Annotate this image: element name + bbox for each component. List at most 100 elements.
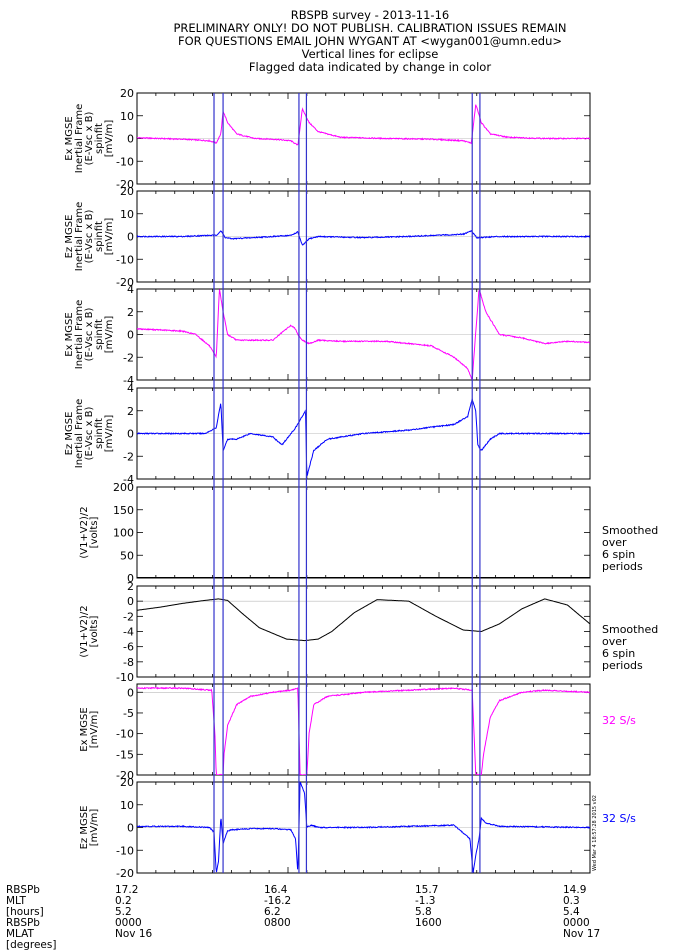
y-tick-label: -20 xyxy=(116,178,134,191)
xcol-3-mlat: 5.8 xyxy=(415,906,432,918)
y-axis-label-line: spinfit xyxy=(94,123,105,154)
y-axis-label: Ez MGSEInertial Frame(E-Vsc x B)spinfit[… xyxy=(64,399,115,469)
chart-title-block: RBSPB survey - 2013-11-16 PRELIMINARY ON… xyxy=(100,9,640,74)
y-axis-label-line: Ex MGSE xyxy=(64,116,75,160)
panel-p8: -20 -10 0 10 20 Ez MGSE[mV/m] 32 S/s Wed Mar 4 … xyxy=(79,776,636,880)
y-axis-label-line: Inertial Frame xyxy=(74,300,85,370)
xlabel-degrees: [degrees] xyxy=(6,939,57,951)
y-axis-label-line: (E-Vsc x B) xyxy=(84,209,95,263)
y-tick-label: -10 xyxy=(116,844,134,857)
y-axis-label-line: (V1+V2)/2 xyxy=(79,506,90,558)
y-axis-label: Ez MGSEInertial Frame(E-Vsc x B)spinfit[… xyxy=(64,202,115,272)
panel-frame xyxy=(136,486,591,579)
y-tick-label: 20 xyxy=(120,185,134,198)
y-axis-label-line: Inertial Frame xyxy=(74,104,85,174)
panel-frame xyxy=(136,585,591,678)
y-axis-label-line: Inertial Frame xyxy=(74,399,85,469)
xcol-2-mlt: -16.2 xyxy=(264,895,292,907)
title-line-3: FOR QUESTIONS EMAIL JOHN WYGANT AT <wyga… xyxy=(177,34,562,48)
xcol-4-mlt: 0.3 xyxy=(563,895,580,907)
xcol-3-l: 15.7 xyxy=(415,884,439,896)
x-axis-column-4: 14.9 0.3 5.4 0000 Nov 17 xyxy=(563,885,600,940)
title-line-4: Vertical lines for eclipse xyxy=(301,47,439,61)
xlabel-rbspb-2: RBSPb xyxy=(6,917,40,929)
xlabel-mlat: MLAT xyxy=(6,928,34,940)
y-axis-label: Ex MGSEInertial Frame(E-Vsc x B)spinfit[… xyxy=(64,300,115,370)
y-axis-label: Ez MGSE[mV/m] xyxy=(79,806,100,850)
xlabel-rbspb: RBSPb xyxy=(6,884,40,896)
y-axis-label-line: [mV/m] xyxy=(104,415,115,453)
panel-p5: 0 50 100 150 200 (V1+V2)/2[volts] Smoothed over… xyxy=(79,481,658,585)
y-tick-label: -4 xyxy=(123,626,134,639)
panel-p2: -20 -10 0 10 20 Ez MGSEInertial Frame(E-Vsc x… xyxy=(64,185,591,289)
y-axis-label: (V1+V2)/2[volts] xyxy=(79,506,100,558)
y-axis-label-line: [mV/m] xyxy=(104,218,115,256)
x-axis-column-2: 16.4 -16.2 6.2 0800 xyxy=(264,885,291,929)
y-tick-label: 0 xyxy=(127,329,134,342)
y-tick-label: 200 xyxy=(113,481,134,494)
series-line xyxy=(137,398,590,476)
panel-note-line: over xyxy=(602,635,627,648)
y-axis-label: (V1+V2)/2[volts] xyxy=(79,605,100,657)
panel-note-line: 32 S/s xyxy=(602,714,636,727)
y-axis-label-line: spinfit xyxy=(94,221,105,252)
y-tick-label: -20 xyxy=(116,276,134,289)
xcol-3-mlt: -1.3 xyxy=(415,895,436,907)
y-tick-label: -10 xyxy=(116,728,134,741)
y-axis-label-line: [volts] xyxy=(89,616,100,648)
panel-note: Smoothed over 6 spin periods xyxy=(602,524,658,573)
y-tick-label: 50 xyxy=(120,549,134,562)
y-tick-label: -4 xyxy=(123,374,134,387)
series-line xyxy=(137,686,590,775)
panel-note: 32 S/s xyxy=(602,812,636,825)
y-axis-label-line: Ex MGSE xyxy=(64,312,75,356)
xcol-4-l: 14.9 xyxy=(563,884,587,896)
y-tick-label: -4 xyxy=(123,473,134,486)
xcol-3-time: 1600 xyxy=(415,917,442,929)
y-tick-label: 0 xyxy=(127,822,134,835)
y-tick-label: 0 xyxy=(127,133,134,146)
xlabel-hours: [hours] xyxy=(6,906,44,918)
y-tick-label: 10 xyxy=(120,110,134,123)
panel-note: 32 S/s xyxy=(602,714,636,727)
panel-p1: -20 -10 0 10 20 Ex MGSEInertial Frame(E-Vsc x… xyxy=(64,87,591,191)
panel-note: Smoothed over 6 spin periods xyxy=(602,623,658,672)
panel-note-line: 6 spin xyxy=(602,647,635,660)
y-axis-label-line: (E-Vsc x B) xyxy=(84,111,95,165)
y-tick-label: 150 xyxy=(113,504,134,517)
y-axis-label-line: [mV/m] xyxy=(104,120,115,158)
y-tick-label: 4 xyxy=(127,283,134,296)
y-tick-label: 10 xyxy=(120,208,134,221)
y-tick-label: -8 xyxy=(123,656,134,669)
panel-note-line: periods xyxy=(602,560,643,573)
y-tick-label: 0 xyxy=(127,572,134,585)
y-axis-label-line: Ez MGSE xyxy=(79,806,90,850)
panel-p4: -4 -2 0 2 4 Ez MGSEInertial Frame(E-Vsc x B)s… xyxy=(64,382,591,486)
y-axis-label-line: [volts] xyxy=(89,517,100,549)
y-axis-label-line: Ez MGSE xyxy=(64,412,75,456)
y-axis-label-line: (E-Vsc x B) xyxy=(84,307,95,361)
y-tick-label: -6 xyxy=(123,641,134,654)
title-line-5: Flagged data indicated by change in colo… xyxy=(248,60,492,74)
y-tick-label: 0 xyxy=(127,595,134,608)
xcol-1-mlt: 0.2 xyxy=(115,895,132,907)
title-line-1: RBSPB survey - 2013-11-16 xyxy=(290,8,450,22)
y-axis-label-line: (E-Vsc x B) xyxy=(84,406,95,460)
panel-note-line: over xyxy=(602,536,627,549)
y-axis-label: Ex MGSE[mV/m] xyxy=(79,707,100,751)
y-tick-label: -2 xyxy=(123,450,134,463)
y-tick-label: 10 xyxy=(120,799,134,812)
y-tick-label: -20 xyxy=(116,867,134,880)
y-tick-label: 4 xyxy=(127,382,134,395)
xcol-4-date: Nov 17 xyxy=(563,928,601,940)
y-tick-label: 0 xyxy=(127,428,134,441)
xcol-1-l: 17.2 xyxy=(115,884,139,896)
xcol-2-l: 16.4 xyxy=(264,884,288,896)
xcol-1-date: Nov 16 xyxy=(115,928,153,940)
series-line xyxy=(137,598,590,642)
x-axis-column-1: 17.2 0.2 5.2 0000 Nov 16 xyxy=(115,885,152,940)
y-tick-label: 100 xyxy=(113,527,134,540)
y-axis-label-line: [mV/m] xyxy=(89,711,100,749)
title-line-2: PRELIMINARY ONLY! DO NOT PUBLISH. CALIBR… xyxy=(173,21,567,35)
y-tick-label: -10 xyxy=(116,155,134,168)
